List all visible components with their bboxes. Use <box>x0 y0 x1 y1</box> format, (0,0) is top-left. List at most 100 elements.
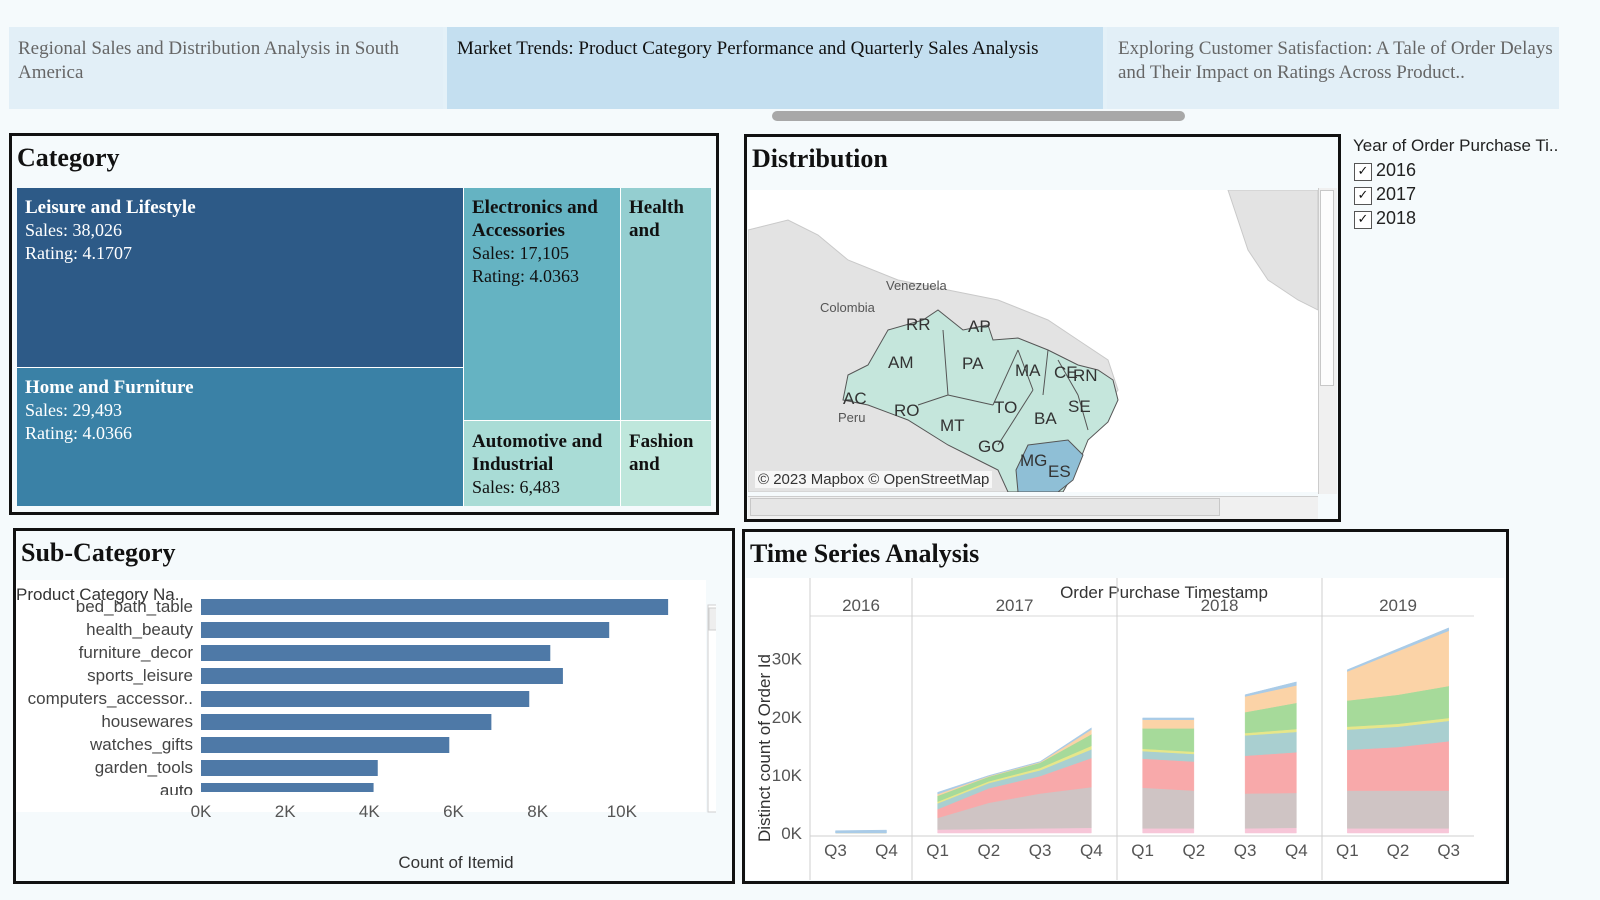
treemap-cell-rating: Rating: 4.1707 <box>25 243 132 263</box>
timeseries-title: Time Series Analysis <box>750 539 980 568</box>
map-vertical-scroll-thumb[interactable] <box>1320 190 1334 386</box>
year-filter-title: Year of Order Purchase Ti.. <box>1353 136 1559 155</box>
bar-mark-partial <box>201 783 374 792</box>
bar-mark[interactable] <box>201 714 492 730</box>
ts-area-mark[interactable] <box>1142 828 1195 834</box>
ts-year-label: 2017 <box>996 596 1034 615</box>
bar-category-label: sports_leisure <box>87 666 193 685</box>
bar-x-tick: 8K <box>527 802 548 821</box>
checkbox[interactable]: ✓ <box>1354 163 1372 181</box>
map-country-label: Venezuela <box>886 278 947 293</box>
ts-area-mark[interactable] <box>1244 827 1297 834</box>
checkbox[interactable]: ✓ <box>1354 187 1372 205</box>
treemap-cell-rating: Rating: 4.0366 <box>25 423 132 443</box>
ts-area-mark[interactable] <box>1347 790 1449 829</box>
ts-quarter-label: Q3 <box>1437 841 1460 860</box>
ts-area-mark[interactable] <box>1347 828 1449 834</box>
ts-quarter-label: Q1 <box>1336 841 1359 860</box>
checkbox[interactable]: ✓ <box>1354 211 1372 229</box>
bar-category-label: bed_bath_table <box>76 597 193 616</box>
bar-category-label: furniture_decor <box>79 643 194 662</box>
bar-mark[interactable] <box>201 691 530 707</box>
distribution-title: Distribution <box>752 144 888 173</box>
tab-market-trends[interactable]: Market Trends: Product Category Performa… <box>447 27 1103 109</box>
ts-y-tick: 10K <box>772 766 803 785</box>
ts-area-mark[interactable] <box>835 829 887 834</box>
ts-area-mark[interactable] <box>1142 787 1195 829</box>
treemap-cell-sales: Sales: 17,105 <box>472 243 569 263</box>
tab-customer-satisfaction[interactable]: Exploring Customer Satisfaction: A Tale … <box>1107 27 1559 109</box>
map-country-labels: Venezuela Colombia Peru <box>820 278 947 425</box>
map-state-label: GO <box>978 437 1004 456</box>
distribution-map[interactable]: Venezuela Colombia Peru RR AP AM PA MA C… <box>748 190 1318 492</box>
year-filter-label: 2017 <box>1376 184 1417 204</box>
ts-y-tick: 20K <box>772 708 803 727</box>
ts-area-mark[interactable] <box>1142 719 1195 729</box>
treemap-cell-health[interactable]: Health and <box>620 188 711 420</box>
ts-area-mark[interactable] <box>1244 751 1297 794</box>
bar-mark[interactable] <box>201 668 563 684</box>
ts-area-mark[interactable] <box>1142 728 1195 752</box>
ts-quarter-label: Q3 <box>824 841 847 860</box>
ts-year-label: 2016 <box>842 596 880 615</box>
ts-quarter-label: Q3 <box>1029 841 1052 860</box>
category-title: Category <box>17 143 120 172</box>
bar-x-tick: 0K <box>191 802 212 821</box>
map-state-label: AP <box>968 317 991 336</box>
ts-area-mark[interactable] <box>1142 717 1195 720</box>
bar-mark[interactable] <box>201 599 669 615</box>
bar-mark[interactable] <box>201 622 610 638</box>
map-country-label: Colombia <box>820 300 876 315</box>
bar-x-tick: 4K <box>359 802 380 821</box>
map-state-label: TO <box>994 398 1017 417</box>
year-filter-label: 2018 <box>1376 208 1417 228</box>
ts-y-tick: 30K <box>772 650 803 669</box>
map-state-label: PA <box>962 354 984 373</box>
bar-chart-scroll-thumb <box>708 607 716 631</box>
ts-area-mark[interactable] <box>1142 758 1195 791</box>
treemap-cell-sales: Sales: 6,483 <box>472 477 560 497</box>
bar-mark[interactable] <box>201 737 450 753</box>
bar-chart-scrollbar <box>707 604 716 813</box>
bar-category-label: housewares <box>101 712 193 731</box>
treemap-cell-leisure[interactable]: Leisure and Lifestyle Sales: 38,026 Rati… <box>17 188 463 367</box>
ts-quarter-label: Q2 <box>1387 841 1410 860</box>
ts-quarter-label: Q3 <box>1234 841 1257 860</box>
bar-x-tick: 6K <box>443 802 464 821</box>
treemap-cell-electronics[interactable]: Electronics and Accessories Sales: 17,10… <box>463 188 620 420</box>
map-state-labels: RR AP AM PA MA CE RN AC RO TO SE BA MT G… <box>843 315 1098 481</box>
map-state-label: ES <box>1048 462 1071 481</box>
ts-area-mark[interactable] <box>1347 627 1449 672</box>
ts-area-mark[interactable] <box>1244 731 1297 756</box>
treemap-cell-name: Home and Furniture <box>25 377 194 398</box>
ts-area-mark[interactable] <box>1244 681 1297 697</box>
tab-scrollbar[interactable] <box>772 111 1185 121</box>
treemap-cell-name: Electronics and Accessories <box>472 197 598 241</box>
bar-mark[interactable] <box>201 760 378 776</box>
map-state-label: BA <box>1034 409 1057 428</box>
subcategory-title: Sub-Category <box>21 538 176 567</box>
ts-quarter-label: Q4 <box>1080 841 1103 860</box>
ts-quarter-label: Q1 <box>926 841 949 860</box>
bar-clip <box>16 792 706 812</box>
ts-area-mark[interactable] <box>937 727 1092 795</box>
ts-year-label: 2018 <box>1201 596 1239 615</box>
bar-mark[interactable] <box>201 645 551 661</box>
treemap-cell-automotive[interactable]: Automotive and Industrial Sales: 6,483 <box>463 420 620 506</box>
treemap-cell-sales: Sales: 29,493 <box>25 400 122 420</box>
bar-category-label: computers_accessor.. <box>28 689 193 708</box>
treemap-cell-fashion[interactable]: Fashion and <box>620 420 711 506</box>
map-credit: © 2023 Mapbox © OpenStreetMap <box>755 471 993 488</box>
ts-area-mark[interactable] <box>1244 792 1297 829</box>
treemap-cell-name: Fashion and <box>629 431 694 475</box>
tab-regional-sales[interactable]: Regional Sales and Distribution Analysis… <box>9 27 443 109</box>
ts-quarter-label: Q4 <box>875 841 898 860</box>
bar-category-label: health_beauty <box>86 620 193 639</box>
timeseries-ylabel: Distinct count of Order Id <box>755 654 774 842</box>
bar-category-label: garden_tools <box>95 758 193 777</box>
map-state-label: MG <box>1020 451 1047 470</box>
treemap-cell-home[interactable]: Home and Furniture Sales: 29,493 Rating:… <box>17 367 463 506</box>
ts-quarter-label: Q2 <box>978 841 1001 860</box>
timeseries-column-header: Order Purchase Timestamp <box>1060 583 1268 602</box>
map-horizontal-scroll-thumb[interactable] <box>750 498 1220 516</box>
